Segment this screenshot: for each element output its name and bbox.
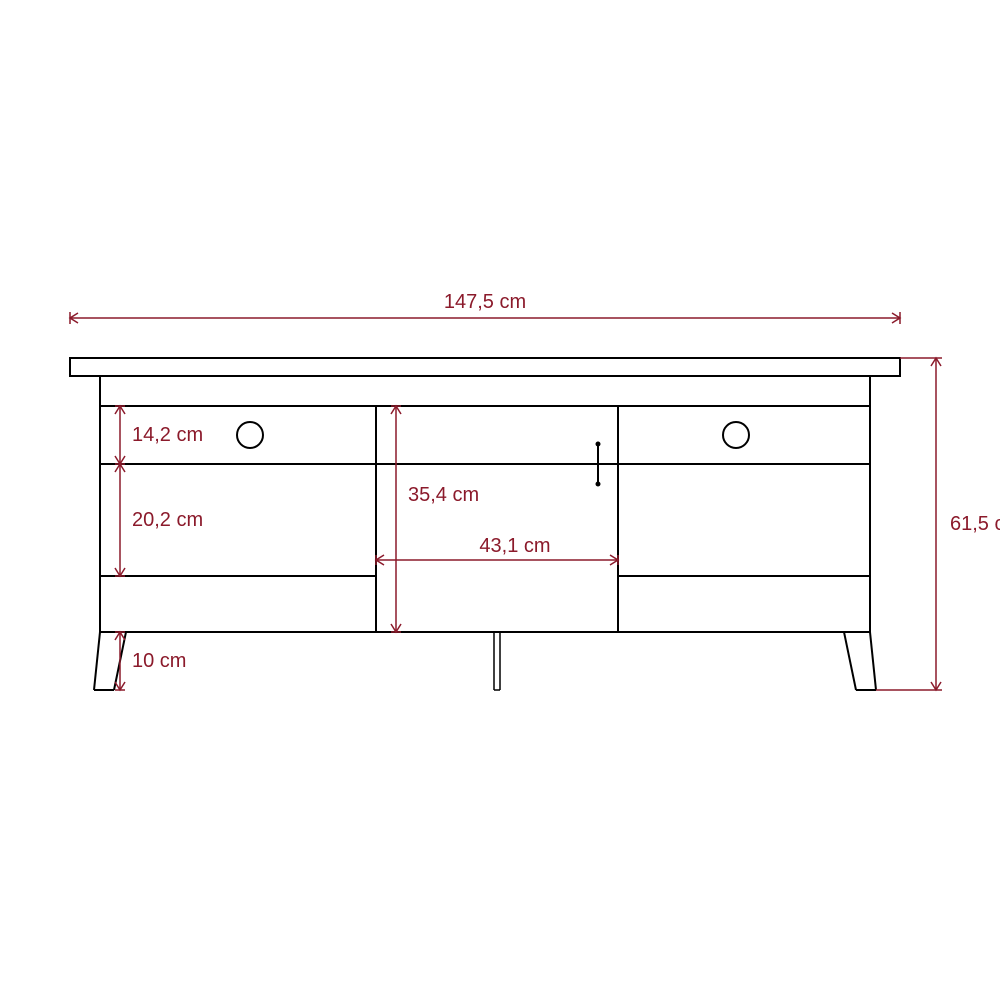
dim-mid-shelf: 20,2 cm: [132, 509, 203, 531]
dim-top-shelf: 14,2 cm: [132, 424, 203, 446]
dim-door-height: 35,4 cm: [408, 484, 479, 506]
furniture-dimension-diagram: 147,5 cm 61,5 cm 14,2 cm 20,2 cm 10 cm 35,4 c…: [0, 0, 1000, 1000]
dim-total-height: 61,5 cm: [950, 513, 1000, 535]
dim-door-width: 43,1 cm: [479, 535, 550, 557]
dim-leg-height: 10 cm: [132, 650, 186, 672]
dim-total-width: 147,5 cm: [444, 291, 526, 313]
